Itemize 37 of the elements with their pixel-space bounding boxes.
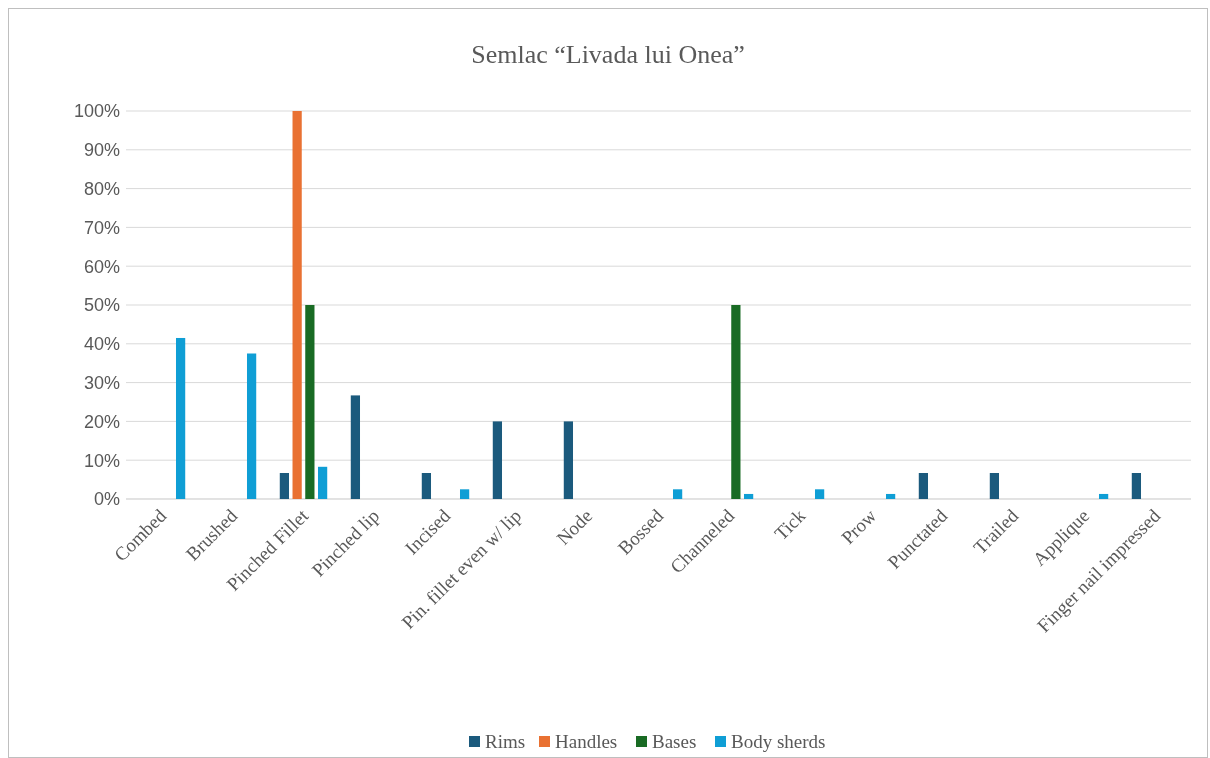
bar bbox=[459, 489, 470, 499]
y-tick-label: 50% bbox=[83, 295, 120, 316]
bar bbox=[563, 421, 574, 499]
y-tick-label: 70% bbox=[83, 217, 120, 238]
legend-label: Handles bbox=[555, 731, 618, 752]
bar bbox=[350, 395, 361, 499]
bar bbox=[317, 466, 328, 499]
bar bbox=[1098, 493, 1109, 499]
y-tick-label: 30% bbox=[83, 372, 120, 393]
y-tick-label: 40% bbox=[83, 334, 120, 355]
bar bbox=[1131, 473, 1142, 499]
y-tick-label: 10% bbox=[83, 450, 120, 471]
y-tick-label: 0% bbox=[93, 489, 120, 510]
bar bbox=[989, 473, 1000, 499]
bar bbox=[246, 353, 257, 499]
bar bbox=[743, 493, 754, 499]
bar bbox=[918, 473, 929, 499]
chart-title: Semlac “Livada lui Onea” bbox=[471, 40, 745, 69]
bar bbox=[814, 489, 825, 499]
bar bbox=[305, 305, 315, 499]
bar bbox=[492, 421, 503, 499]
x-tick-label: Tick bbox=[770, 504, 810, 544]
legend-label: Body sherds bbox=[731, 731, 826, 752]
bar bbox=[292, 111, 302, 499]
y-tick-label: 90% bbox=[83, 140, 120, 161]
bar bbox=[175, 337, 186, 499]
y-tick-label: 20% bbox=[83, 411, 120, 432]
bar bbox=[731, 305, 741, 499]
bar bbox=[885, 493, 896, 499]
bar bbox=[421, 473, 432, 499]
y-tick-label: 60% bbox=[83, 256, 120, 277]
legend-label: Rims bbox=[485, 731, 526, 752]
bar bbox=[672, 489, 683, 499]
bar bbox=[279, 473, 290, 499]
y-tick-label: 100% bbox=[73, 101, 120, 122]
legend-label: Bases bbox=[652, 731, 697, 752]
y-tick-label: 80% bbox=[83, 178, 120, 199]
